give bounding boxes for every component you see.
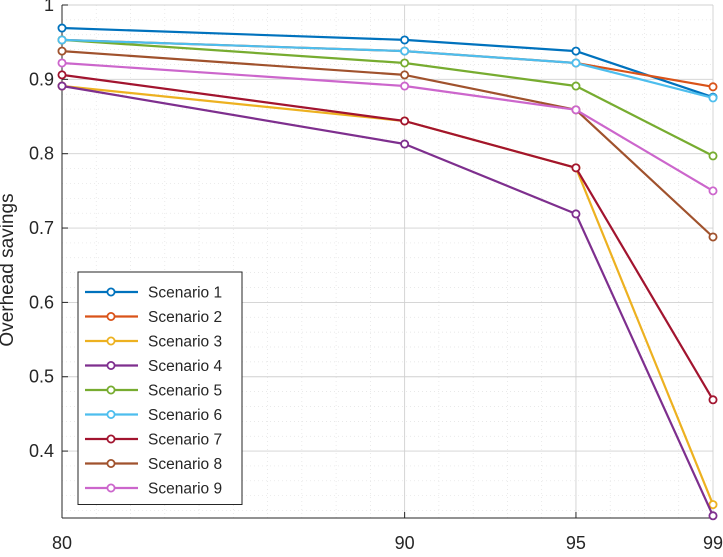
data-point — [57, 46, 67, 56]
x-tick-label: 90 — [395, 533, 415, 553]
series-8 — [57, 46, 718, 242]
data-point — [708, 186, 718, 196]
data-point — [708, 82, 718, 92]
legend-label: Scenario 3 — [148, 334, 222, 351]
legend-item: Scenario 1 — [85, 285, 222, 302]
x-tick-label: 99 — [703, 533, 723, 553]
data-point — [571, 163, 581, 173]
data-point — [400, 116, 410, 126]
data-point — [571, 209, 581, 219]
data-point — [708, 93, 718, 103]
legend-box — [77, 271, 243, 505]
y-tick-label: 0.8 — [29, 144, 54, 164]
legend-item: Scenario 5 — [85, 383, 222, 400]
legend-label: Scenario 7 — [148, 432, 222, 449]
legend-item: Scenario 6 — [85, 407, 222, 424]
series-line — [61, 73, 714, 401]
y-tick-label: 0.6 — [29, 292, 54, 312]
series-layer — [57, 23, 718, 521]
data-point — [571, 58, 581, 68]
data-point — [708, 500, 718, 510]
legend-label: Scenario 8 — [148, 456, 222, 473]
legend-label: Scenario 9 — [148, 481, 222, 498]
data-point — [57, 23, 67, 33]
legend-swatch-marker — [106, 360, 116, 370]
legend-item: Scenario 2 — [85, 309, 222, 326]
legend-swatch-marker — [106, 311, 116, 321]
series-9 — [57, 58, 718, 196]
legend-swatch-marker — [106, 287, 116, 297]
series-line — [61, 38, 714, 99]
data-point — [57, 58, 67, 68]
legend-item: Scenario 4 — [85, 358, 222, 375]
series-7 — [57, 70, 718, 405]
x-tick-label: 95 — [566, 533, 586, 553]
x-tick-label: 80 — [52, 533, 72, 553]
data-point — [57, 70, 67, 80]
legend-label: Scenario 1 — [148, 285, 222, 302]
legend-item: Scenario 7 — [85, 432, 222, 449]
series-line — [61, 61, 714, 192]
legend-item: Scenario 3 — [85, 334, 222, 351]
data-point — [571, 105, 581, 115]
legend-swatch-marker — [106, 483, 116, 493]
data-point — [708, 232, 718, 242]
axes-layer: 0.4 0.5 0.6 0.7 0.8 0.9 1 80 90 95 99 — [29, 0, 723, 553]
y-axis-label: Overhead savings — [0, 193, 18, 346]
legend-label: Scenario 4 — [148, 358, 222, 375]
data-point — [571, 46, 581, 56]
legend-swatch-marker — [106, 336, 116, 346]
y-tick-label: 0.9 — [29, 69, 54, 89]
y-tick-label: 0.5 — [29, 367, 54, 387]
data-point — [57, 81, 67, 91]
data-point — [400, 81, 410, 91]
series-line — [61, 84, 715, 517]
legend-label: Scenario 6 — [148, 407, 222, 424]
y-tick-label: 0.4 — [29, 441, 54, 461]
legend-swatch-marker — [106, 385, 116, 395]
series-2 — [57, 35, 718, 92]
legend-item: Scenario 9 — [85, 481, 222, 498]
series-6 — [57, 35, 718, 103]
data-point — [708, 395, 718, 405]
series-line — [61, 38, 714, 157]
data-point — [400, 70, 410, 80]
y-tick-label: 0.7 — [29, 218, 54, 238]
legend-swatch-marker — [106, 434, 116, 444]
data-point — [708, 511, 718, 521]
data-point — [400, 139, 410, 149]
series-4 — [57, 81, 718, 521]
data-point — [400, 35, 410, 45]
data-point — [400, 58, 410, 68]
data-point — [400, 46, 410, 56]
legend-label: Scenario 5 — [148, 383, 222, 400]
series-line — [61, 50, 714, 238]
legend-label: Scenario 2 — [148, 309, 222, 326]
data-point — [708, 151, 718, 161]
data-point — [57, 35, 67, 45]
data-point — [571, 81, 581, 91]
y-tick-label: 1 — [44, 0, 54, 15]
legend-item: Scenario 8 — [85, 456, 222, 473]
legend: Scenario 1 Scenario 2 Scenario 3 Scenario 4… — [77, 271, 243, 505]
legend-swatch-marker — [106, 458, 116, 468]
legend-swatch-marker — [106, 409, 116, 419]
